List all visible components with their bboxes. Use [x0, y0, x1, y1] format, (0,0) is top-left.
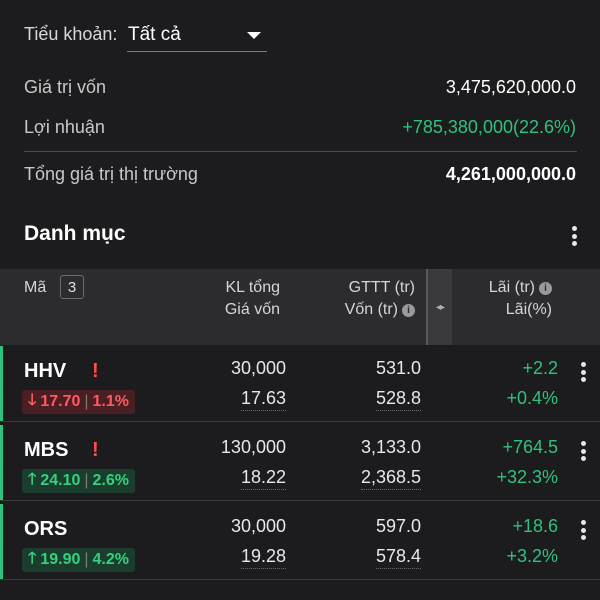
- table-row[interactable]: HHV ! 🡓 17.70 | 1.1% 30,000 17.63 531.0 …: [0, 346, 600, 422]
- info-icon[interactable]: i: [539, 282, 552, 295]
- header-pnl-wrap[interactable]: Lãi (tr) i: [489, 277, 552, 299]
- arrow-down-icon: 🡓: [28, 391, 37, 409]
- avg-price: 18.22: [240, 467, 286, 490]
- market-value-value: 4,261,000,000.0: [445, 164, 576, 184]
- capital-value: 3,475,620,000.0: [445, 77, 576, 97]
- resize-arrows-icon: ◂▸: [435, 301, 445, 313]
- kebab-menu-icon[interactable]: [564, 224, 584, 248]
- market-value-label: Tổng giá trị thị trường: [24, 164, 198, 184]
- stock-symbol: ORS: [24, 518, 68, 540]
- chip-separator: |: [84, 472, 89, 489]
- table-row[interactable]: ORS 🡑 19.90 | 4.2% 30,000 19.28 597.0 57…: [0, 504, 600, 580]
- row-accent-bar: [0, 425, 3, 500]
- current-price: 24.10: [40, 472, 81, 489]
- cost-value: 2,368.5: [360, 467, 421, 490]
- change-percent: 1.1%: [92, 393, 129, 410]
- header-cost: Vốn (tr): [344, 301, 398, 318]
- change-percent: 4.2%: [92, 551, 129, 568]
- chip-separator: |: [84, 393, 89, 410]
- warning-icon: !: [92, 439, 99, 461]
- stock-symbol: HHV: [24, 360, 67, 382]
- header-cost-wrap[interactable]: Vốn (tr) i: [345, 299, 415, 321]
- warning-icon: !: [92, 360, 99, 382]
- row-accent-bar: [0, 346, 3, 421]
- avg-price: 17.63: [240, 388, 286, 411]
- header-market-value[interactable]: GTTT (tr): [348, 279, 415, 296]
- avg-price: 19.28: [240, 546, 286, 569]
- header-volume[interactable]: KL tổng: [225, 279, 280, 296]
- price-change-badge: 🡑 24.10 | 2.6%: [22, 469, 135, 493]
- header-pnl-pct[interactable]: Lãi(%): [505, 301, 552, 318]
- kebab-menu-icon[interactable]: [573, 360, 593, 384]
- row-accent-bar: [0, 504, 3, 579]
- portfolio-title: Danh mục: [24, 222, 126, 245]
- profit-value: +785,380,000(22.6%): [402, 117, 576, 137]
- profit-label: Lợi nhuận: [24, 117, 105, 137]
- price-change-badge: 🡑 19.90 | 4.2%: [22, 548, 135, 572]
- price-change-badge: 🡓 17.70 | 1.1%: [22, 390, 135, 414]
- info-icon[interactable]: i: [402, 304, 415, 317]
- current-price: 19.90: [40, 551, 81, 568]
- pnl-percent: +0.4%: [506, 388, 558, 408]
- change-percent: 2.6%: [92, 472, 129, 489]
- arrow-up-icon: 🡑: [28, 549, 37, 567]
- cost-value: 528.8: [375, 388, 421, 411]
- pnl-value: +764.5: [502, 437, 558, 457]
- chevron-down-icon: [247, 32, 261, 39]
- table-row[interactable]: MBS ! 🡑 24.10 | 2.6% 130,000 18.22 3,133…: [0, 425, 600, 501]
- capital-label: Giá trị vốn: [24, 77, 107, 97]
- header-avg-price[interactable]: Giá vốn: [224, 301, 280, 318]
- arrow-up-icon: 🡑: [28, 470, 37, 488]
- market-value: 3,133.0: [360, 437, 421, 457]
- pnl-percent: +3.2%: [506, 546, 558, 566]
- header-code[interactable]: Mã: [24, 279, 47, 296]
- volume-total: 130,000: [220, 437, 286, 457]
- kebab-menu-icon[interactable]: [573, 439, 593, 463]
- volume-total: 30,000: [230, 516, 286, 536]
- summary-divider: [24, 151, 577, 152]
- column-resize-handle[interactable]: ◂▸: [426, 269, 452, 345]
- header-pnl: Lãi (tr): [488, 279, 535, 296]
- account-select[interactable]: Tất cả: [127, 22, 267, 52]
- portfolio-count-badge: 3: [60, 275, 84, 299]
- kebab-menu-icon[interactable]: [573, 518, 593, 542]
- volume-total: 30,000: [230, 358, 286, 378]
- stock-symbol: MBS: [24, 439, 69, 461]
- chip-separator: |: [84, 551, 89, 568]
- table-header: Mã 3 KL tổng Giá vốn GTTT (tr) Vốn (tr) i…: [0, 269, 600, 345]
- cost-value: 578.4: [375, 546, 421, 569]
- current-price: 17.70: [40, 393, 81, 410]
- market-value: 531.0: [375, 358, 421, 378]
- account-select-value: Tất cả: [128, 24, 181, 45]
- market-value: 597.0: [375, 516, 421, 536]
- pnl-percent: +32.3%: [496, 467, 558, 487]
- pnl-value: +2.2: [522, 358, 558, 378]
- account-label: Tiểu khoản:: [24, 24, 118, 44]
- pnl-value: +18.6: [512, 516, 558, 536]
